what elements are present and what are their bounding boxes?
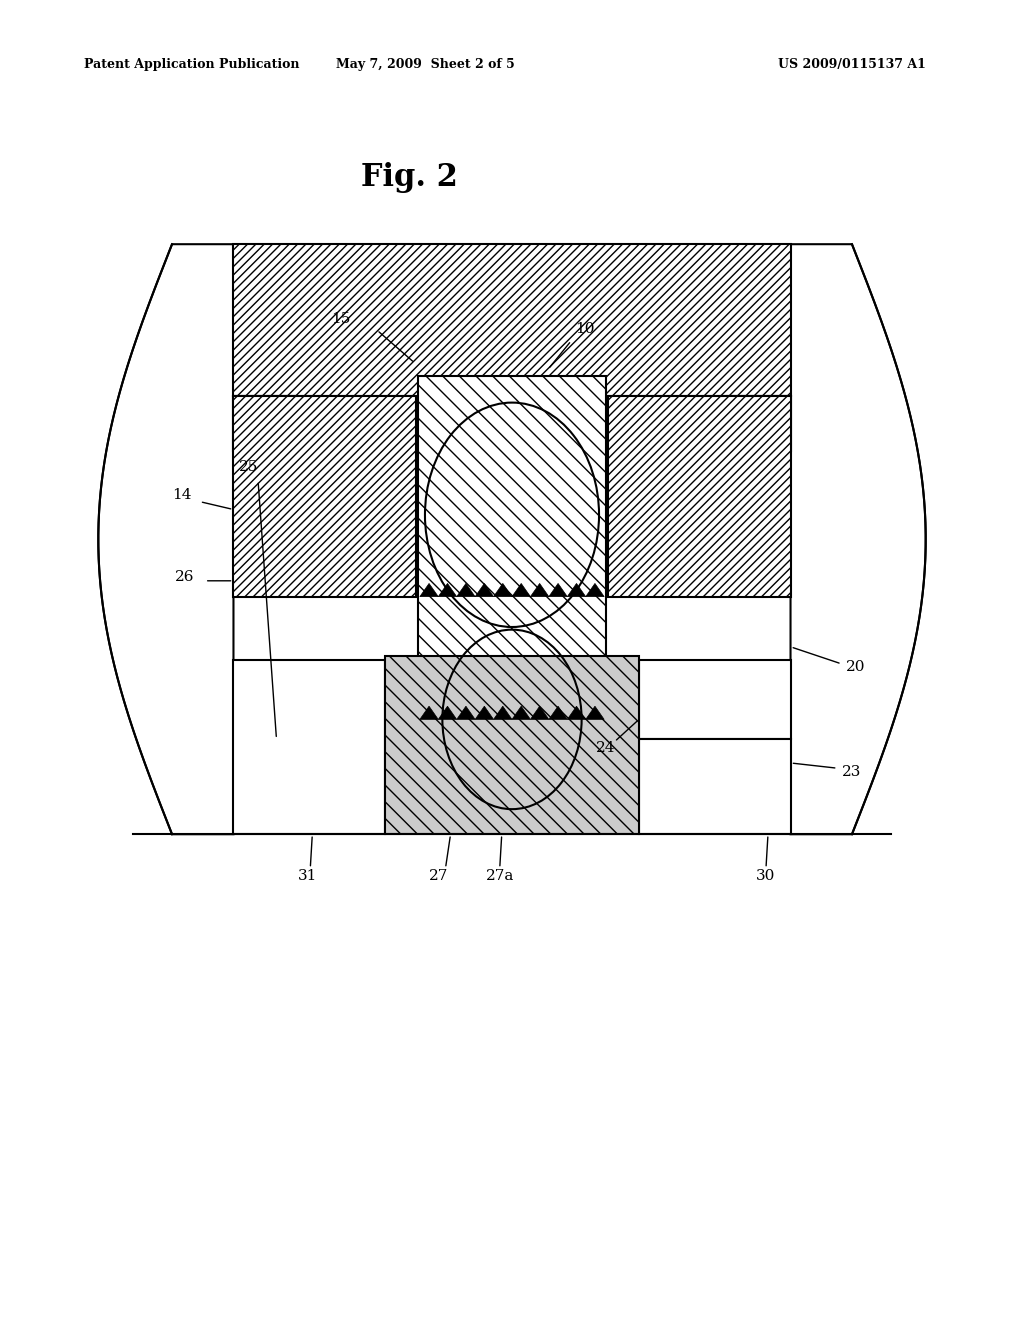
- Polygon shape: [420, 706, 438, 719]
- Text: Patent Application Publication: Patent Application Publication: [84, 58, 299, 71]
- Text: 14: 14: [172, 488, 193, 502]
- Polygon shape: [791, 244, 926, 834]
- Text: 27a: 27a: [485, 870, 514, 883]
- Text: 20: 20: [846, 660, 865, 673]
- Bar: [233, 396, 297, 451]
- Polygon shape: [512, 583, 530, 597]
- Polygon shape: [494, 583, 512, 597]
- Text: 26: 26: [174, 570, 195, 583]
- Text: 25: 25: [240, 461, 258, 474]
- Polygon shape: [98, 244, 233, 834]
- Text: Fig. 2: Fig. 2: [361, 162, 458, 193]
- Text: US 2009/0115137 A1: US 2009/0115137 A1: [778, 58, 926, 71]
- Text: 27: 27: [429, 870, 447, 883]
- Text: 31: 31: [298, 870, 316, 883]
- Bar: [418, 376, 606, 739]
- Text: May 7, 2009  Sheet 2 of 5: May 7, 2009 Sheet 2 of 5: [336, 58, 514, 71]
- Polygon shape: [567, 706, 586, 719]
- Polygon shape: [549, 706, 567, 719]
- Text: 10: 10: [575, 322, 595, 335]
- Bar: [727, 396, 791, 451]
- Bar: [233, 396, 416, 597]
- Polygon shape: [457, 706, 475, 719]
- Bar: [608, 396, 791, 597]
- Bar: [639, 660, 791, 739]
- Bar: [385, 656, 639, 834]
- Polygon shape: [475, 583, 494, 597]
- Text: 23: 23: [842, 766, 861, 779]
- Polygon shape: [475, 706, 494, 719]
- Polygon shape: [567, 583, 586, 597]
- Polygon shape: [530, 583, 549, 597]
- Polygon shape: [586, 706, 604, 719]
- Polygon shape: [530, 706, 549, 719]
- Polygon shape: [438, 706, 457, 719]
- Bar: [233, 660, 385, 834]
- Polygon shape: [512, 706, 530, 719]
- Text: 30: 30: [757, 870, 775, 883]
- Polygon shape: [586, 583, 604, 597]
- Text: 24: 24: [596, 742, 615, 755]
- Polygon shape: [549, 583, 567, 597]
- Text: 15: 15: [332, 313, 350, 326]
- Bar: [639, 739, 791, 834]
- Polygon shape: [438, 583, 457, 597]
- Polygon shape: [494, 706, 512, 719]
- Polygon shape: [457, 583, 475, 597]
- Bar: [233, 244, 791, 396]
- Polygon shape: [420, 583, 438, 597]
